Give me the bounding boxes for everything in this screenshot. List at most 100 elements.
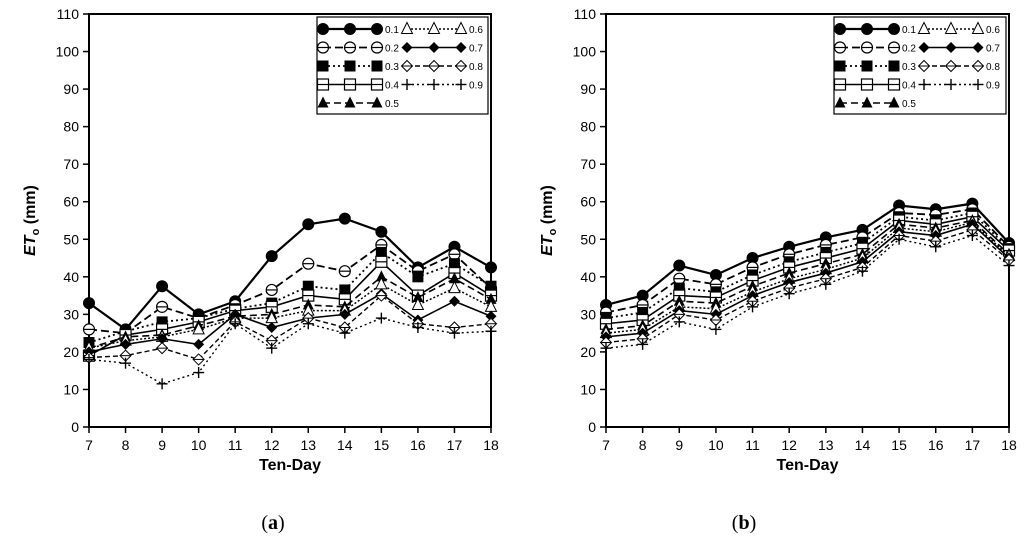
data-point bbox=[375, 270, 387, 282]
data-point bbox=[266, 342, 278, 354]
data-point bbox=[156, 378, 168, 390]
x-tick-label: 7 bbox=[602, 437, 610, 453]
y-tick-label: 40 bbox=[580, 269, 596, 285]
y-tick-label: 20 bbox=[63, 344, 79, 360]
legend-marker bbox=[917, 21, 931, 34]
legend-marker bbox=[834, 96, 846, 108]
data-point bbox=[448, 272, 460, 284]
legend-label: 0.7 bbox=[986, 44, 1000, 55]
legend-item-0.9: 0.9 bbox=[401, 79, 483, 92]
data-point bbox=[412, 322, 424, 334]
data-point bbox=[83, 297, 95, 310]
data-point bbox=[448, 295, 460, 307]
data-point bbox=[193, 338, 205, 350]
legend-label: 0.3 bbox=[385, 62, 399, 73]
x-tick-label: 16 bbox=[410, 437, 426, 453]
data-point bbox=[156, 333, 168, 345]
x-tick-label: 16 bbox=[928, 437, 944, 453]
legend-item-0.5: 0.5 bbox=[317, 96, 399, 110]
legend-label: 0.9 bbox=[986, 81, 1000, 92]
legend-item-0.2: 0.2 bbox=[833, 41, 916, 55]
data-point bbox=[783, 288, 795, 300]
x-tick-label: 8 bbox=[122, 437, 130, 453]
legend-marker bbox=[945, 42, 957, 53]
data-point bbox=[485, 310, 497, 322]
legend-item-0.6: 0.6 bbox=[917, 21, 1000, 36]
data-point bbox=[747, 301, 759, 313]
data-point bbox=[192, 321, 205, 335]
y-tick-label: 40 bbox=[63, 269, 79, 285]
y-axis-label: ETo (mm) bbox=[539, 185, 559, 256]
legend-label: 0.5 bbox=[902, 99, 916, 110]
legend-item-0.8: 0.8 bbox=[400, 59, 483, 73]
legend-item-0.4: 0.4 bbox=[833, 78, 916, 92]
legend-label: 0.9 bbox=[469, 81, 483, 92]
y-tick-label: 50 bbox=[63, 231, 79, 247]
x-tick-label: 11 bbox=[745, 437, 760, 453]
legend-marker bbox=[371, 96, 383, 108]
legend-marker bbox=[317, 23, 329, 35]
legend-item-0.1: 0.1 bbox=[834, 23, 916, 36]
legend: 0.1 0.2 0.3 0.4 0.5 0.6 0.7 0.8 0.9 bbox=[833, 16, 1007, 115]
legend-marker bbox=[944, 21, 958, 34]
legend-marker bbox=[888, 23, 900, 35]
caption-close: ) bbox=[278, 512, 285, 534]
legend-marker bbox=[428, 79, 440, 90]
y-tick-label: 30 bbox=[580, 306, 596, 322]
legend-label: 0.1 bbox=[385, 25, 399, 36]
y-tick-label: 30 bbox=[63, 306, 79, 322]
legend-marker bbox=[428, 42, 440, 53]
legend-label: 0.2 bbox=[385, 44, 399, 55]
x-tick-label: 12 bbox=[781, 437, 797, 453]
legend-marker bbox=[371, 60, 383, 72]
plot-frame bbox=[605, 13, 1010, 428]
series-line bbox=[605, 221, 1010, 334]
data-point bbox=[302, 280, 314, 292]
x-tick-label: 7 bbox=[85, 437, 93, 453]
legend-item-0.6: 0.6 bbox=[400, 21, 483, 36]
series-line bbox=[88, 283, 492, 349]
series-line bbox=[88, 217, 492, 331]
legend-label: 0.1 bbox=[902, 25, 916, 36]
legend-marker bbox=[371, 23, 383, 35]
caption-open: ( bbox=[732, 512, 739, 534]
legend-item-0.1: 0.1 bbox=[317, 23, 399, 36]
x-tick-label: 13 bbox=[300, 437, 316, 453]
x-tick-label: 14 bbox=[337, 437, 353, 453]
legend-marker bbox=[427, 21, 441, 34]
x-tick-label: 18 bbox=[1001, 437, 1017, 453]
legend-item-0.8: 0.8 bbox=[917, 59, 1000, 73]
data-point bbox=[339, 308, 351, 320]
x-axis-label: Ten-Day bbox=[777, 457, 839, 474]
data-point bbox=[966, 230, 978, 242]
legend-item-0.9: 0.9 bbox=[918, 79, 1000, 92]
series-line bbox=[88, 294, 492, 361]
data-point bbox=[448, 258, 460, 270]
y-tick-label: 80 bbox=[580, 119, 596, 135]
legend-marker bbox=[945, 79, 957, 90]
legend-label: 0.8 bbox=[986, 62, 1000, 73]
legend-marker bbox=[834, 23, 846, 35]
series-0.6 bbox=[599, 214, 1016, 339]
legend-marker bbox=[317, 96, 329, 108]
legend-label: 0.5 bbox=[385, 99, 399, 110]
y-tick-label: 110 bbox=[574, 6, 597, 22]
x-tick-label: 15 bbox=[891, 437, 907, 453]
legend-marker bbox=[400, 21, 414, 34]
data-point bbox=[856, 265, 868, 277]
legend-marker bbox=[454, 21, 468, 34]
series-line bbox=[88, 243, 492, 335]
data-point bbox=[600, 342, 612, 354]
data-point bbox=[156, 316, 168, 328]
x-tick-label: 10 bbox=[708, 437, 724, 453]
y-label-unit: (mm) bbox=[539, 185, 556, 229]
y-tick-label: 70 bbox=[580, 156, 596, 172]
data-point bbox=[893, 233, 905, 245]
legend-item-0.3: 0.3 bbox=[834, 60, 916, 73]
data-point bbox=[930, 241, 942, 253]
legend-marker bbox=[317, 60, 329, 72]
y-tick-label: 50 bbox=[580, 231, 596, 247]
chart-panel-b: 0 10 20 30 40 50 60 70 80 90 100 110 7 8 9 10 11 12 13 14 15… bbox=[539, 6, 1017, 534]
series-0.4 bbox=[82, 255, 498, 362]
